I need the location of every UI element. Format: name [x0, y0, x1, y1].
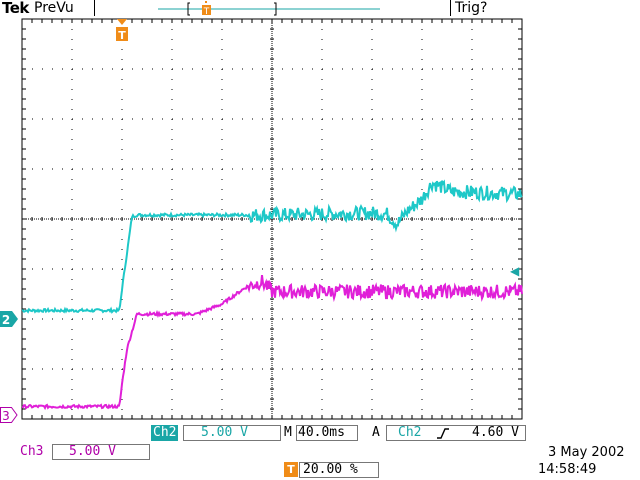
trigger-status-label: Trig? [455, 0, 488, 16]
trigger-position-icon: T [284, 462, 298, 477]
trigger-source: Ch2 [398, 425, 422, 440]
timebase-box[interactable] [296, 425, 358, 441]
svg-text:T: T [118, 29, 126, 42]
ch3-scale: 5.00 V [69, 444, 116, 459]
waveform-ch3 [21, 274, 523, 411]
trigger-position-marker[interactable]: T [115, 17, 129, 47]
date-display: 3 May 2002 [548, 445, 625, 460]
svg-text:T: T [203, 7, 210, 17]
brand-logo: Tek [2, 0, 29, 17]
ch2-label[interactable]: Ch2 [151, 425, 179, 441]
header-divider [94, 0, 95, 16]
ch2-scale: 5.00 V [201, 425, 248, 440]
ch2-ground-marker[interactable]: 2 [0, 311, 20, 331]
ch2-scale-box[interactable] [183, 425, 281, 441]
trigger-position-percent: 20.00 % [303, 462, 358, 477]
record-trigger-marker [202, 5, 211, 15]
trigger-level-value: 4.60 V [472, 425, 519, 440]
acquisition-mode-indicator: A [372, 425, 380, 440]
ch3-label[interactable]: Ch3 [20, 444, 44, 459]
ch3-ground-marker[interactable]: 3 [0, 407, 20, 427]
acquisition-mode-label: PreVu [34, 0, 74, 16]
timebase-prefix: M [284, 425, 292, 440]
rising-edge-icon [437, 428, 449, 439]
trigger-position-box[interactable] [299, 462, 379, 478]
trigger-settings-box[interactable] [386, 425, 526, 441]
time-display: 14:58:49 [538, 462, 597, 477]
svg-text:2: 2 [2, 313, 10, 327]
timebase-value: 40.0ms [298, 425, 345, 440]
svg-text:3: 3 [2, 409, 10, 423]
ch3-scale-box[interactable] [52, 444, 150, 460]
trigger-level-arrow-icon[interactable]: ◀ [510, 264, 520, 278]
trigger-position-icon: T [116, 19, 128, 42]
record-position-bar[interactable]: T [150, 0, 390, 18]
waveform-ch2 [21, 179, 523, 314]
header-divider [450, 0, 451, 16]
